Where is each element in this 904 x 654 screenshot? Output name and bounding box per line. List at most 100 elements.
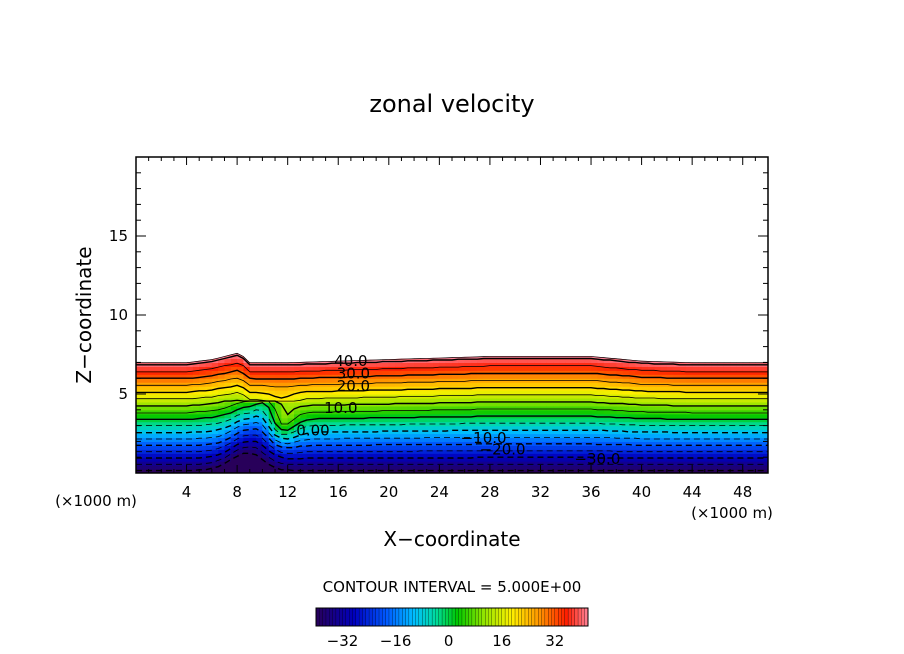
field-cell [527,457,535,462]
field-cell [319,417,327,423]
field-cell [357,386,365,391]
field-cell [338,401,346,407]
field-cell [622,441,630,446]
colorbar-cell [412,607,416,627]
field-cell [363,433,371,439]
field-cell [660,453,668,458]
field-cell [508,449,516,454]
field-cell [287,354,295,360]
field-cell [610,429,617,435]
field-cell [376,362,384,367]
chart-title: zonal velocity [369,90,534,118]
field-cell [692,374,700,379]
field-cell [464,378,472,383]
field-cell [717,461,725,466]
field-cell [433,362,440,367]
field-cell [508,457,516,462]
field-cell [483,437,491,442]
field-cell [224,429,232,435]
field-cell [218,347,225,352]
field-cell [534,405,542,411]
field-cell [426,405,434,411]
field-cell [698,425,706,431]
field-cell [192,453,200,458]
field-cell [281,409,289,415]
field-cell [376,413,384,419]
field-cell [723,382,731,387]
field-cell [249,413,257,419]
field-cell [426,390,434,395]
x-tick-label: 36 [581,483,600,501]
field-cell [439,358,447,363]
field-cell [515,401,523,407]
field-cell [439,390,447,395]
field-cell [477,461,485,466]
field-cell [218,445,226,450]
field-cell [458,453,466,458]
field-cell [521,366,529,371]
field-cell [300,457,308,462]
field-cell [673,433,681,439]
field-cell [331,417,339,423]
field-cell [483,417,491,423]
field-cell [369,425,377,431]
field-cell [591,461,598,466]
field-cell [186,413,194,419]
field-cell [136,413,143,419]
field-cell [382,378,390,383]
field-cell [382,441,390,446]
x-tick-label: 20 [379,483,398,501]
field-cell [420,433,428,439]
field-cell [180,374,188,379]
field-cell [357,441,365,446]
field-cell [647,433,655,439]
field-cell [508,441,516,446]
colorbar-cell [408,607,413,627]
field-cell [331,469,339,473]
field-cell [287,413,295,419]
field-cell [685,405,693,411]
field-cell [654,453,662,458]
field-cell [565,374,573,379]
field-cell [161,433,169,439]
field-cell [647,405,655,411]
field-cell [489,433,497,439]
field-cell [546,453,554,458]
field-cell [584,409,592,415]
field-cell [585,347,592,352]
field-cell [489,437,497,442]
field-cell [192,421,200,427]
field-cell [407,429,415,435]
field-cell [584,417,592,423]
field-cell [199,445,207,450]
field-cell [199,354,207,360]
field-cell [300,394,308,399]
field-cell [452,437,459,442]
field-cell [199,378,207,383]
field-cell [502,405,510,411]
field-cell [458,437,466,442]
field-cell [578,453,586,458]
field-cell [711,409,719,415]
field-cell [704,409,712,415]
field-cell [388,453,396,458]
field-cell [666,370,674,375]
field-cell [540,370,548,375]
field-cell [369,461,377,466]
field-cell [635,378,643,383]
field-cell [736,425,744,431]
field-cell [698,374,706,379]
colorbar-cell [481,607,486,627]
field-cell [148,413,156,419]
field-cell [565,394,573,399]
field-cell [527,382,535,387]
field-cell [470,421,478,427]
field-cell [698,433,706,439]
field-cell [224,394,232,399]
field-cell [350,453,358,458]
field-cell [186,425,194,431]
field-cell [230,417,238,423]
field-cell [306,378,314,383]
field-cell [148,382,156,387]
field-cell [508,453,516,458]
